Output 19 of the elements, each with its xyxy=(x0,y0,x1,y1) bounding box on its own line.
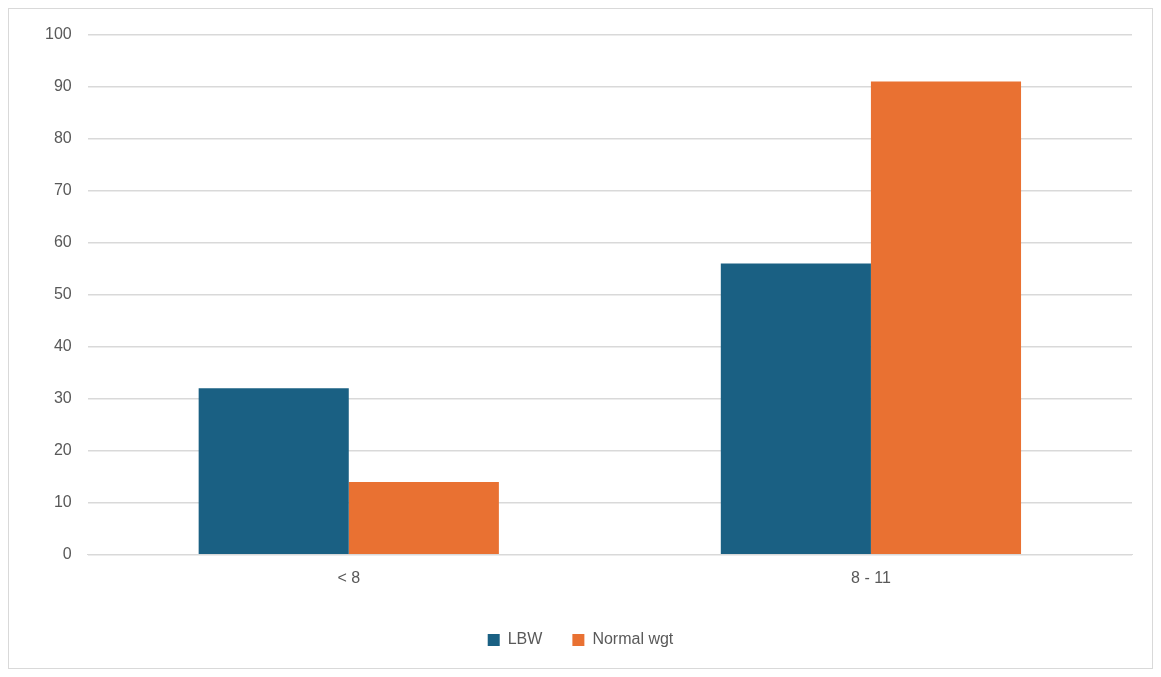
bar xyxy=(348,481,499,555)
y-tick-label: 90 xyxy=(53,77,72,95)
y-tick-label: 50 xyxy=(53,285,72,303)
legend-label: LBW xyxy=(507,630,544,648)
y-tick-label: 0 xyxy=(62,545,72,563)
x-tick-label: < 8 xyxy=(337,568,361,586)
y-tick-label: 10 xyxy=(53,493,72,511)
x-tick-label: 8 - 11 xyxy=(851,568,891,586)
bar xyxy=(198,388,349,555)
y-tick-label: 60 xyxy=(53,233,72,251)
legend-label: Normal wgt xyxy=(592,630,674,648)
y-tick-label: 30 xyxy=(53,389,72,407)
bar xyxy=(870,81,1022,555)
y-tick-label: 70 xyxy=(53,181,72,199)
y-tick-label: 40 xyxy=(53,337,72,355)
y-tick-label: 100 xyxy=(44,25,72,43)
y-tick-label: 80 xyxy=(53,129,72,147)
bar xyxy=(720,263,871,555)
y-tick-label: 20 xyxy=(53,441,72,459)
